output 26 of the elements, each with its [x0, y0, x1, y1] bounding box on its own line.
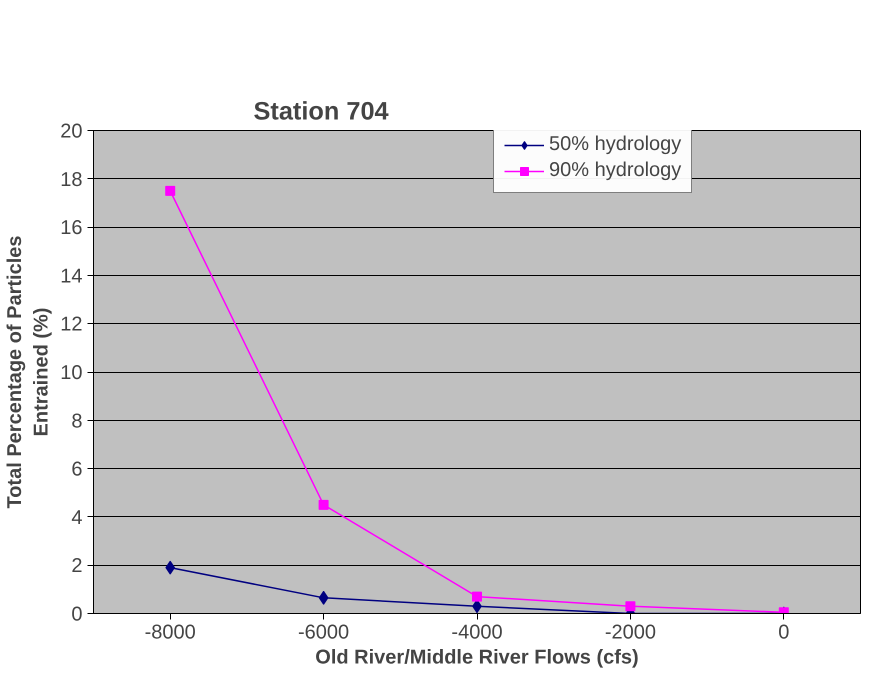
y-tick-label: 16: [60, 217, 83, 240]
point: [472, 592, 482, 602]
y-tick-label: 8: [71, 410, 82, 432]
legend-label: 90% hydrology: [549, 159, 682, 182]
x-tick-label: -6000: [298, 622, 350, 644]
y-tick-label: 18: [60, 168, 83, 191]
y-tick-label: 4: [71, 506, 82, 529]
y-tick-label: 20: [60, 120, 83, 142]
y-tick-label: 10: [60, 362, 83, 384]
legend-label: 50% hydrology: [549, 133, 682, 156]
y-tick-label: 12: [60, 314, 83, 336]
point: [318, 500, 329, 510]
x-tick-label: 0: [778, 622, 790, 644]
point: [625, 601, 636, 612]
y-tick-label: 6: [71, 458, 82, 481]
y-tick-label: 0: [71, 604, 82, 626]
x-tick-label: -8000: [144, 622, 196, 644]
x-tick-label: -4000: [451, 622, 503, 644]
y-tick-label: 2: [71, 555, 82, 578]
y-tick-label: 14: [60, 265, 83, 288]
y-axis-title: Total Percentage of Particles Entrained (%): [4, 235, 52, 509]
point: [165, 560, 176, 575]
chart-title: Station 704: [254, 98, 389, 126]
x-tick-label: -2000: [604, 622, 656, 644]
point: [165, 186, 176, 196]
x-axis-title: Old River/Middle River Flows (cfs): [315, 646, 639, 668]
